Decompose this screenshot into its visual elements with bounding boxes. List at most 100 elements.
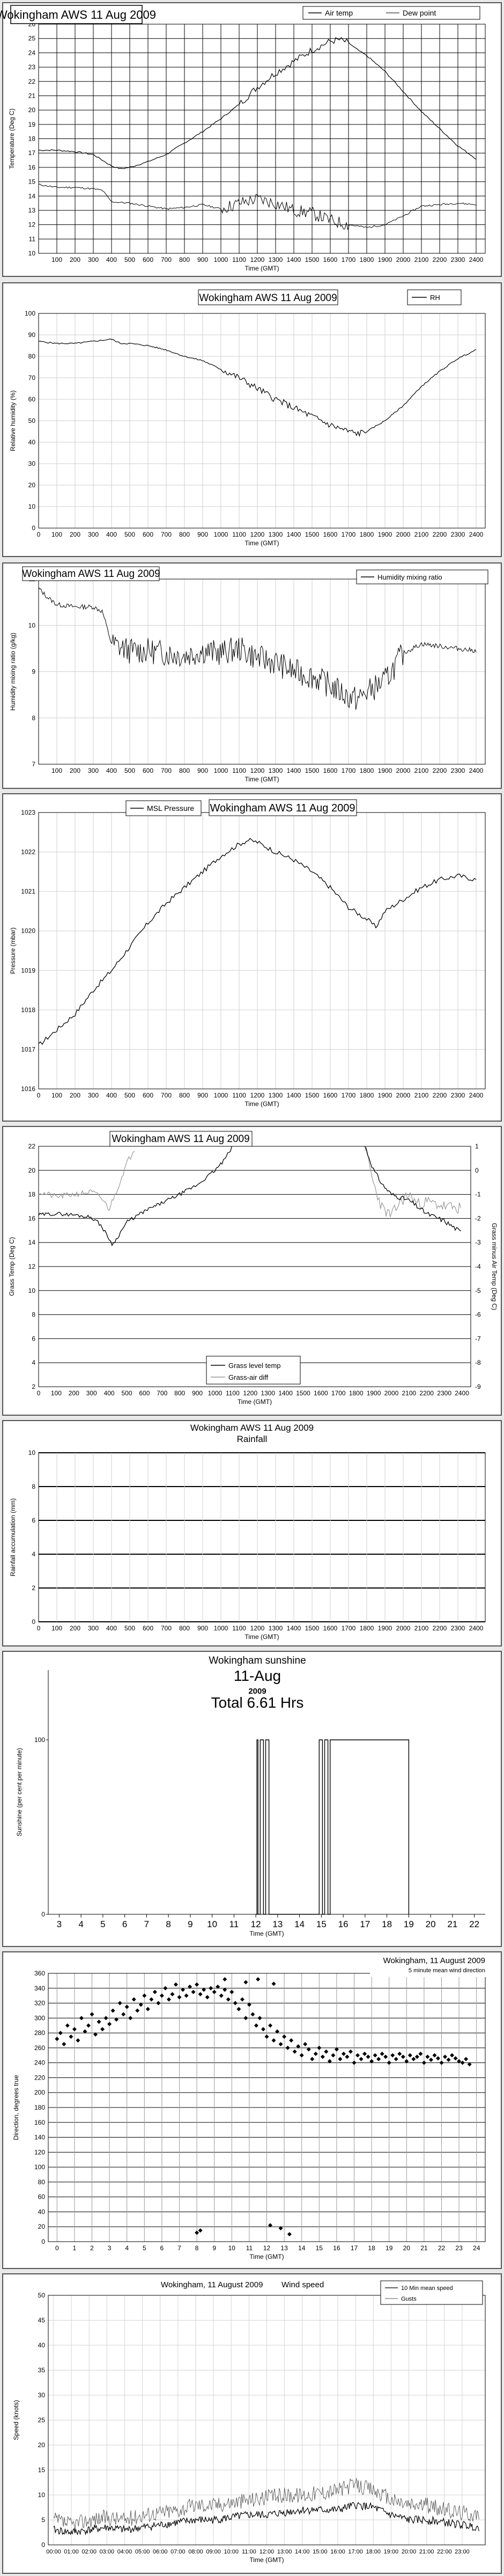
x-tick-label: 1000 (214, 531, 228, 538)
x-tick-label: 15 (316, 2244, 323, 2252)
x-tick-label: 9 (212, 2244, 216, 2252)
x-tick-label: 1400 (287, 1624, 301, 1632)
x-tick-label: 100 (51, 1389, 62, 1397)
chart-total: Total 6.61 Hrs (211, 1694, 304, 1711)
x-tick-label: 6 (122, 1919, 127, 1929)
y-tick-label: 15 (38, 2467, 46, 2474)
y-tick-label: 12 (28, 221, 36, 229)
y-tick-label: 60 (38, 2193, 46, 2201)
x-tick-label: 100 (51, 767, 62, 774)
chart-subtitle: Wind speed (281, 2280, 324, 2289)
x-tick-label: 2300 (451, 1624, 465, 1632)
y2-tick-label: -1 (475, 1191, 481, 1198)
scatter-point (209, 1986, 213, 1990)
y2-tick-label: -4 (475, 1263, 481, 1270)
y-tick-label: 360 (34, 1970, 45, 1977)
scatter-point (460, 2060, 465, 2065)
scatter-point (397, 2052, 402, 2056)
y2-tick-label: 0 (475, 1167, 479, 1174)
y-tick-label: 6 (32, 1517, 35, 1524)
y-axis-label: Direction, degrees true (12, 2075, 20, 2140)
scatter-point (366, 2054, 370, 2059)
scatter-point (428, 2058, 433, 2062)
scatter-point (103, 2016, 108, 2021)
x-tick-label: 1300 (269, 531, 283, 538)
x-axis-label: Time (GMT) (244, 539, 279, 547)
x-tick-label: 2300 (451, 531, 465, 538)
x-tick-label: 1100 (232, 1624, 246, 1632)
scatter-point (90, 2012, 94, 2017)
x-tick-label: 1400 (287, 1092, 301, 1099)
x-tick-label: 22:00 (437, 2549, 452, 2555)
x-tick-label: 300 (88, 256, 99, 264)
x-tick-label: 0 (37, 1389, 41, 1397)
x-tick-label: 1700 (342, 1624, 356, 1632)
chart-title: Wokingham AWS 11 Aug 2009 (199, 292, 337, 304)
y-tick-label: 100 (34, 1736, 45, 1744)
scatter-point (243, 1980, 248, 1985)
chart-panel-wind-dir: 0 20 40 60 80 100 120 140 160 180 200 220 240 260 280 3… (0, 1949, 504, 2271)
x-tick-label: 1700 (342, 531, 356, 538)
scatter-point (271, 2038, 276, 2043)
scatter-point (320, 2054, 325, 2059)
x-tick-label: 1600 (323, 531, 338, 538)
y-axis-label: Sunshine (per cent per minute) (16, 1748, 23, 1836)
y-tick-label: 0 (41, 1911, 45, 1918)
y2-tick-label: 1 (475, 1143, 479, 1150)
scatter-point (287, 2232, 292, 2237)
x-tick-label: 2000 (396, 256, 411, 264)
x-tick-label: 16 (333, 2244, 340, 2252)
scatter-point (72, 2027, 77, 2032)
chart-subtitle: 5 minute mean wind direction (409, 1967, 485, 1974)
x-tick-label: 00:00 (46, 2549, 61, 2555)
y-tick-label: 40 (38, 2341, 46, 2349)
y-tick-label: 2 (32, 1584, 35, 1592)
chart-title: Wokingham, 11 August 2009 (161, 2280, 263, 2289)
y-tick-label: 4 (32, 1359, 35, 1366)
x-tick-label: 23:00 (455, 2549, 470, 2555)
y-tick-label: 240 (34, 2059, 45, 2067)
x-axis-label: Time (GMT) (244, 775, 279, 783)
scatter-point (177, 1995, 182, 2000)
y-tick-label: 70 (28, 374, 36, 382)
scatter-point (446, 2058, 451, 2062)
scatter-point (467, 2062, 472, 2067)
x-tick-label: 14:00 (295, 2549, 310, 2555)
scatter-point (240, 1997, 244, 2002)
y-tick-label: 100 (34, 2163, 45, 2171)
y-tick-label: 10 (28, 621, 36, 629)
title-box (22, 566, 160, 581)
x-tick-label: 900 (197, 767, 208, 774)
scatter-point (216, 1985, 220, 1989)
x-tick-label: 14 (298, 2244, 306, 2252)
x-tick-label: 1600 (323, 767, 338, 774)
y2-tick-label: -2 (475, 1214, 481, 1222)
x-tick-label: 200 (70, 767, 80, 774)
x-tick-label: 600 (143, 767, 153, 774)
x-tick-label: 400 (106, 1624, 117, 1632)
scatter-point (152, 1989, 157, 1994)
x-tick-label: 2400 (469, 256, 484, 264)
y-tick-label: 24 (28, 49, 36, 56)
y-axis-label: Grass Temp (Deg C) (8, 1237, 16, 1296)
y-tick-label: 23 (28, 63, 36, 71)
x-tick-label: 2100 (414, 1092, 429, 1099)
scatter-point (411, 2057, 416, 2061)
y-axis-label: Relative humidity (%) (9, 390, 17, 451)
x-tick-label: 5 (143, 2244, 146, 2252)
chart-panel-hmr: 7891011100200300400500600700800900100011… (0, 560, 504, 791)
title-area (370, 1955, 496, 1977)
chart-hmr: 7891011100200300400500600700800900100011… (2, 562, 502, 789)
chart-wind-dir: 0204060801001201401601802002202402602803… (2, 1951, 502, 2269)
x-tick-label: 600 (139, 1389, 150, 1397)
scatter-point (324, 2049, 329, 2054)
y-tick-label: 1017 (21, 1045, 35, 1053)
scatter-point (418, 2052, 423, 2056)
x-tick-label: 2 (90, 2244, 94, 2252)
x-tick-label: 0 (37, 1092, 41, 1099)
y-tick-label: 0 (41, 2541, 45, 2549)
scatter-point (373, 2053, 377, 2058)
y2-tick-label: -9 (475, 1383, 481, 1391)
legend-box (356, 569, 488, 584)
